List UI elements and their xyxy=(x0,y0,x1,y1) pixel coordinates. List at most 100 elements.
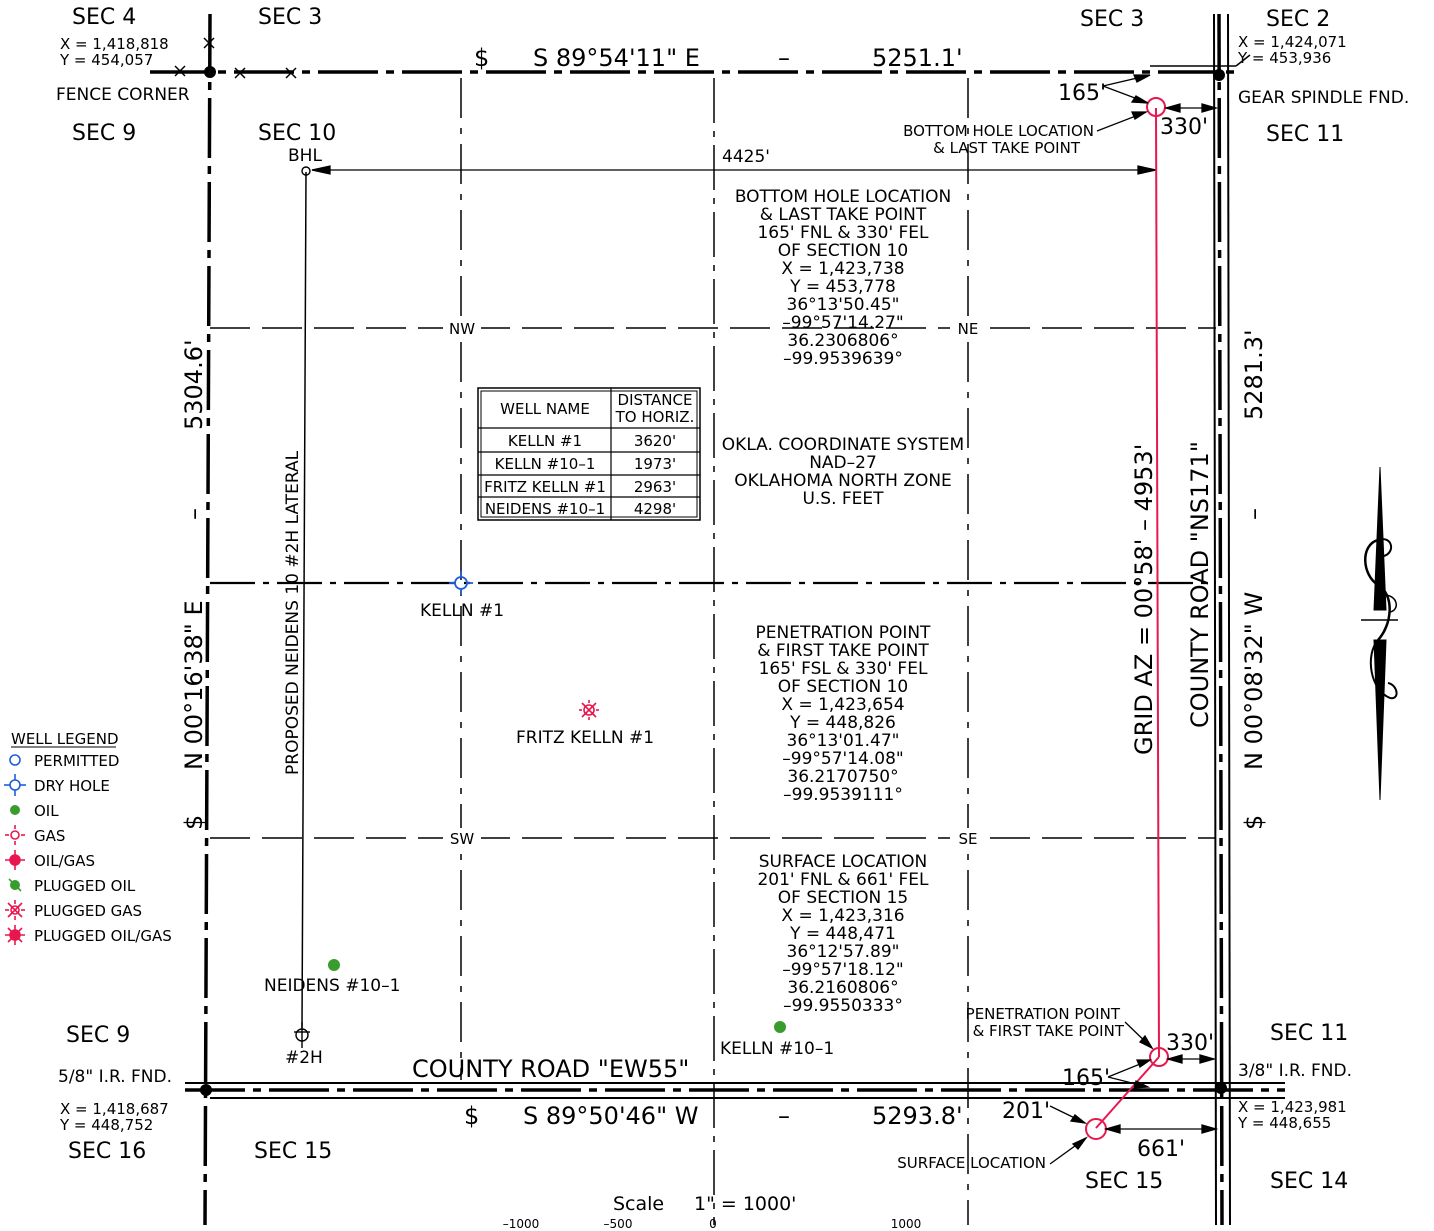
sl-callout: SURFACE LOCATION xyxy=(897,1154,1046,1172)
svg-text:165' FNL & 330' FEL: 165' FNL & 330' FEL xyxy=(757,223,929,243)
sl-fnl-distance: 201' xyxy=(1002,1099,1050,1124)
section-label-sec2: SEC 2 xyxy=(1266,7,1330,32)
table-header-distance-1: DISTANCE xyxy=(618,391,693,409)
sw-corner-label: 5/8" I.R. FND. xyxy=(58,1067,172,1087)
west-bearing-dash: – xyxy=(180,508,208,520)
north-bearing-dash: – xyxy=(778,44,790,72)
grid-azimuth: GRID AZ = 00°58' – 4953' xyxy=(1130,444,1158,755)
lateral-line xyxy=(301,171,307,1029)
nw-corner-x: X = 1,418,818 xyxy=(60,35,169,53)
neidens-10-1-oil-icon xyxy=(328,959,340,971)
legend-item: PLUGGED OIL xyxy=(34,877,136,895)
scale-tick-label: –1000 xyxy=(503,1217,540,1231)
well-distance-table: WELL NAME DISTANCE TO HORIZ. KELLN #1 36… xyxy=(477,387,701,521)
legend-title: WELL LEGEND xyxy=(11,730,119,748)
section-label-sec11-lower: SEC 11 xyxy=(1270,1021,1348,1046)
scale-label: Scale xyxy=(613,1193,664,1215)
svg-text:165' FSL & 330' FEL: 165' FSL & 330' FEL xyxy=(759,659,928,679)
horizontal-wellbore xyxy=(1155,107,1160,1058)
scale-bar: Scale 1" = 1000' –1000 –500 0 1000 xyxy=(503,1193,922,1231)
quarter-label-sw: SW xyxy=(450,830,475,848)
section-boundaries xyxy=(150,13,1285,1226)
table-row: FRITZ KELLN #1 xyxy=(484,478,606,496)
west-section-line xyxy=(203,13,212,1226)
svg-text:X = 1,423,654: X = 1,423,654 xyxy=(781,695,904,715)
svg-text:Y = 448,826: Y = 448,826 xyxy=(789,713,896,733)
pp-sl-dimensions xyxy=(1049,1021,1219,1165)
sec2-corner-tick xyxy=(1235,54,1251,67)
se-corner-label: 3/8" I.R. FND. xyxy=(1238,1061,1352,1081)
north-arrow-icon xyxy=(1361,466,1398,801)
oil-gas-icon xyxy=(5,850,25,870)
section-label-sec11-upper: SEC 11 xyxy=(1266,122,1344,147)
se-corner-y: Y = 448,655 xyxy=(1237,1114,1331,1132)
build-section xyxy=(1095,1056,1160,1129)
scale-tick-label: 0 xyxy=(709,1217,717,1231)
sl-fel-distance: 661' xyxy=(1137,1137,1185,1162)
section-label-sec3-right: SEC 3 xyxy=(1080,7,1144,32)
south-baseline-symbol: $ xyxy=(464,1102,479,1130)
svg-text:–99.9539639°: –99.9539639° xyxy=(783,349,903,369)
penetration-point-marker xyxy=(1149,1047,1169,1067)
bhl-offset-distance: 4425' xyxy=(722,147,770,167)
svg-text:& LAST TAKE POINT: & LAST TAKE POINT xyxy=(760,205,927,225)
ne-corner-x: X = 1,424,071 xyxy=(1238,33,1347,51)
svg-text:–99.9550333°: –99.9550333° xyxy=(783,996,903,1016)
gas-icon xyxy=(5,825,25,845)
legend-item: GAS xyxy=(34,827,65,845)
section-labels: SEC 4 SEC 3 SEC 3 SEC 2 SEC 9 SEC 10 SEC… xyxy=(66,5,1348,1194)
table-cell-distance: 3620' xyxy=(634,432,676,450)
pp-info-block: PENETRATION POINT & FIRST TAKE POINT 165… xyxy=(756,623,932,805)
legend-item: DRY HOLE xyxy=(34,777,110,795)
table-cell-distance: 2963' xyxy=(634,478,676,496)
permitted-icon xyxy=(9,754,21,766)
bhl-dimensions xyxy=(1096,74,1219,132)
bottom-hole-marker xyxy=(1146,97,1166,117)
section-label-sec9-upper: SEC 9 xyxy=(72,121,136,146)
svg-text:OF SECTION 15: OF SECTION 15 xyxy=(778,888,909,908)
svg-text:OKLAHOMA NORTH ZONE: OKLAHOMA NORTH ZONE xyxy=(734,471,952,491)
ne-corner-y: Y = 453,936 xyxy=(1237,49,1331,67)
corner-coordinates: X = 1,418,818 Y = 454,057 FENCE CORNER X… xyxy=(56,33,1409,1134)
ne-corner-label: GEAR SPINDLE FND. xyxy=(1238,88,1409,108)
neidens-10-1-label: NEIDENS #10–1 xyxy=(264,976,400,996)
section-label-sec15-left: SEC 15 xyxy=(254,1139,332,1164)
south-distance: 5293.8' xyxy=(872,1102,963,1130)
bhl-info-block: BOTTOM HOLE LOCATION & LAST TAKE POINT 1… xyxy=(735,187,951,369)
bhl-short-marker xyxy=(301,166,311,176)
west-bearing: N 00°16'38" E xyxy=(180,600,208,770)
south-bearing: S 89°50'46" W xyxy=(523,1102,698,1130)
east-distance: 5281.3' xyxy=(1240,329,1268,420)
bhl-fel-distance: 330' xyxy=(1160,115,1208,140)
svg-text:BOTTOM HOLE LOCATION: BOTTOM HOLE LOCATION xyxy=(735,187,951,207)
ne-corner-monument xyxy=(1213,69,1225,81)
coordinate-system-note: OKLA. COORDINATE SYSTEM NAD–27 OKLAHOMA … xyxy=(722,435,964,509)
quarter-lines xyxy=(210,78,1216,1225)
well-path xyxy=(1085,97,1169,1140)
table-header-distance-2: TO HORIZ. xyxy=(615,408,695,426)
dry-hole-icon xyxy=(4,774,26,796)
section-label-sec9-lower: SEC 9 xyxy=(66,1023,130,1048)
table-cell-distance: 4298' xyxy=(634,500,676,518)
svg-text:36°12'57.89": 36°12'57.89" xyxy=(787,942,900,962)
svg-text:OF SECTION 10: OF SECTION 10 xyxy=(778,241,909,261)
table-row: KELLN #1 xyxy=(508,432,582,450)
section-label-sec3-left: SEC 3 xyxy=(258,5,322,30)
west-distance: 5304.6' xyxy=(180,339,208,430)
county-road-ew55-label: COUNTY ROAD "EW55" xyxy=(412,1055,689,1083)
bhl-short-label: BHL xyxy=(288,146,322,166)
svg-text:36.2170750°: 36.2170750° xyxy=(787,767,898,787)
pp-fsl-distance: 165' xyxy=(1062,1066,1110,1091)
sw-corner-y: Y = 448,752 xyxy=(59,1116,153,1134)
surface-location-marker xyxy=(1085,1118,1107,1140)
svg-text:OKLA. COORDINATE SYSTEM: OKLA. COORDINATE SYSTEM xyxy=(722,435,964,455)
svg-text:36°13'01.47": 36°13'01.47" xyxy=(787,731,900,751)
sl-info-block: SURFACE LOCATION 201' FNL & 661' FEL OF … xyxy=(757,852,929,1016)
kelln-10-1-label: KELLN #10–1 xyxy=(720,1039,834,1059)
legend-item: PERMITTED xyxy=(34,752,119,770)
ns171-road-edge-outer xyxy=(1213,13,1217,1226)
svg-text:NAD–27: NAD–27 xyxy=(809,453,877,473)
fritz-kelln-plugged-gas-icon xyxy=(579,700,599,720)
se-corner-monument xyxy=(1215,1082,1227,1094)
plugged-oil-icon xyxy=(8,878,22,892)
